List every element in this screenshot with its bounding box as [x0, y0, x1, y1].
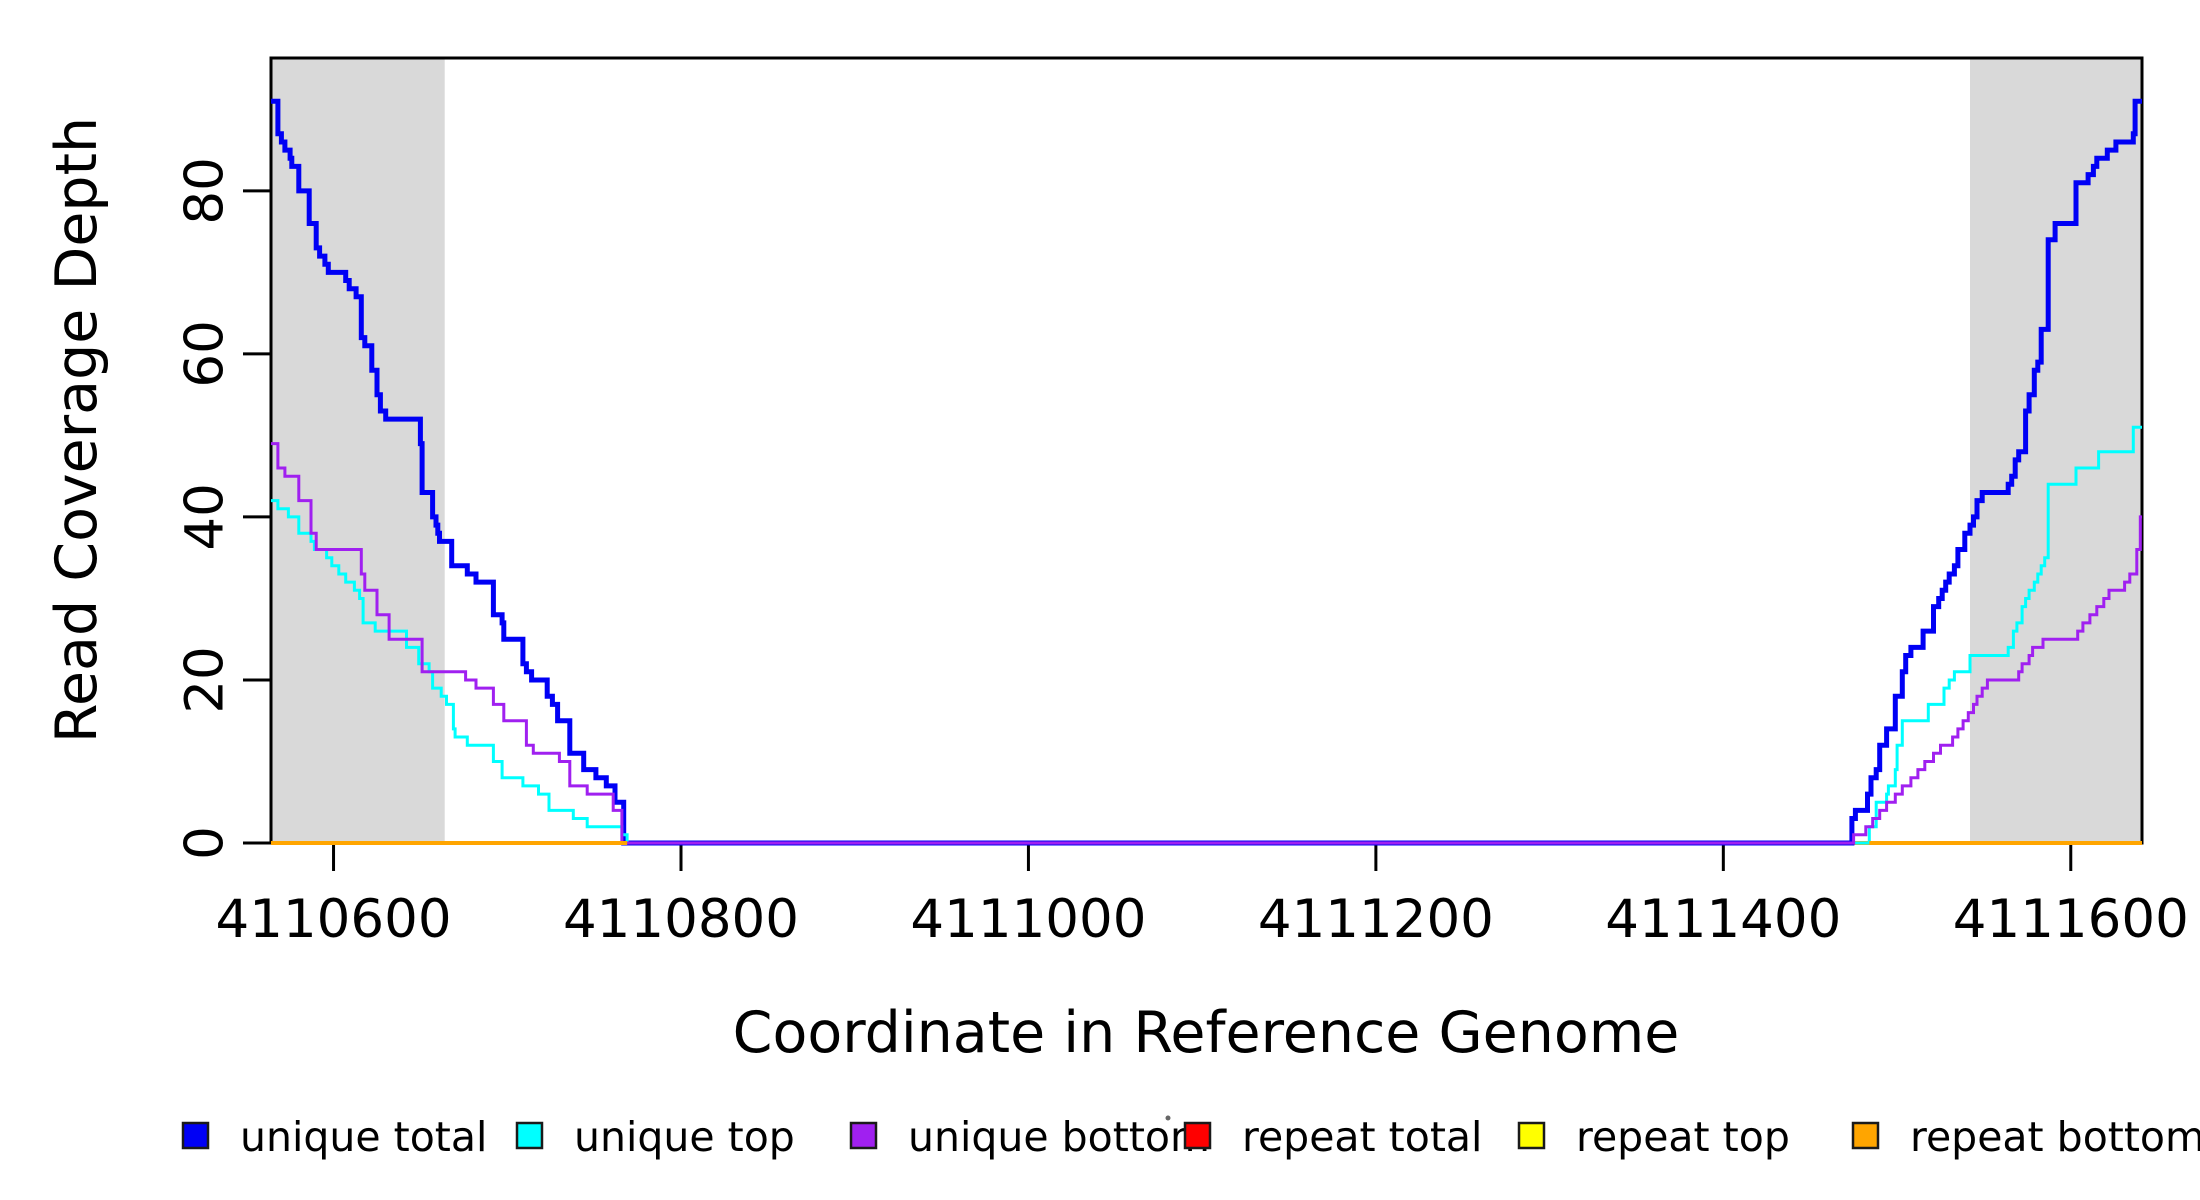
x-tick-label: 4110600 — [216, 889, 452, 950]
series-line-unique-total — [271, 98, 2142, 846]
legend-label: unique bottom — [908, 1113, 1210, 1161]
series-lines — [271, 98, 2142, 846]
y-tick-label: 0 — [175, 826, 236, 860]
y-tick-label: 20 — [175, 646, 236, 713]
legend-label: repeat bottom — [1910, 1113, 2200, 1161]
x-axis-title: Coordinate in Reference Genome — [733, 1000, 1680, 1066]
shaded-regions — [271, 58, 2142, 843]
y-axis-title: Read Coverage Depth — [44, 117, 110, 743]
legend-swatch-repeat-top — [1517, 1121, 1546, 1150]
legend-label: unique total — [240, 1113, 487, 1161]
y-tick-label: 80 — [175, 157, 236, 224]
legend-label: repeat top — [1576, 1113, 1790, 1161]
legend-swatch-unique-total — [181, 1121, 210, 1150]
series-line-unique-bottom — [271, 442, 2142, 845]
y-tick-label: 40 — [175, 483, 236, 550]
plot-border — [269, 56, 2144, 845]
y-tick-label: 60 — [175, 320, 236, 387]
legend-swatch-repeat-bottom — [1851, 1121, 1880, 1150]
x-tick-label: 4111600 — [1953, 889, 2189, 950]
x-tick-label: 4111400 — [1605, 889, 1841, 950]
legend-item: repeat top — [1517, 1113, 1790, 1161]
axis-tick-labels: 4110600 4110800 4111000 4111200 4111400 41116… — [175, 157, 2189, 950]
legend-swatch-unique-bottom — [849, 1121, 878, 1150]
legend-item: unique total — [181, 1113, 487, 1161]
legend-item: unique top — [515, 1113, 795, 1161]
legend-swatch-repeat-total — [1183, 1121, 1212, 1150]
x-tick-label: 4110800 — [563, 889, 799, 950]
legend-label: repeat total — [1242, 1113, 1482, 1161]
x-tick-label: 4111000 — [910, 889, 1146, 950]
axis-ticks — [243, 189, 2073, 871]
legend-item: unique bottom — [849, 1113, 1210, 1161]
x-tick-label: 4111200 — [1258, 889, 1494, 950]
legend-item: repeat total — [1183, 1113, 1482, 1161]
stray-dot-artifact — [1165, 1115, 1171, 1121]
series-line-unique-top — [271, 425, 2142, 845]
legend-swatch-unique-top — [515, 1121, 544, 1150]
legend-item: repeat bottom — [1851, 1113, 2200, 1161]
legend-label: unique top — [574, 1113, 795, 1161]
legend: unique total unique top unique bottom repea… — [181, 1113, 2200, 1161]
